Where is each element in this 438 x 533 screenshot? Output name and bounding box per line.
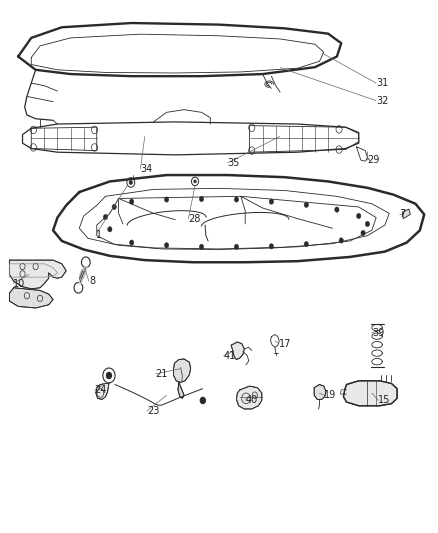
Circle shape bbox=[361, 230, 365, 236]
Polygon shape bbox=[173, 359, 191, 382]
Text: 35: 35 bbox=[228, 158, 240, 168]
Circle shape bbox=[269, 199, 274, 204]
Polygon shape bbox=[10, 288, 53, 308]
Circle shape bbox=[103, 214, 108, 220]
Polygon shape bbox=[96, 383, 109, 399]
Text: 31: 31 bbox=[376, 78, 389, 88]
Text: 39: 39 bbox=[372, 328, 384, 338]
Circle shape bbox=[269, 244, 274, 249]
Circle shape bbox=[194, 180, 196, 183]
Text: 8: 8 bbox=[89, 277, 95, 286]
Circle shape bbox=[199, 196, 204, 201]
Text: 24: 24 bbox=[95, 385, 107, 395]
Text: 41: 41 bbox=[223, 351, 236, 361]
Polygon shape bbox=[403, 209, 410, 219]
Circle shape bbox=[200, 397, 205, 403]
Text: 23: 23 bbox=[147, 406, 159, 416]
Circle shape bbox=[164, 197, 169, 202]
Text: 7: 7 bbox=[399, 209, 405, 220]
Text: 1: 1 bbox=[96, 230, 102, 240]
Polygon shape bbox=[231, 342, 244, 360]
Circle shape bbox=[339, 238, 343, 243]
Circle shape bbox=[199, 244, 204, 249]
Text: 19: 19 bbox=[324, 390, 336, 400]
Text: 10: 10 bbox=[13, 279, 25, 288]
Circle shape bbox=[335, 207, 339, 212]
Text: 15: 15 bbox=[378, 395, 391, 406]
Circle shape bbox=[365, 221, 370, 227]
Circle shape bbox=[129, 180, 133, 184]
Circle shape bbox=[130, 240, 134, 245]
Polygon shape bbox=[343, 381, 397, 406]
Polygon shape bbox=[237, 386, 262, 409]
Circle shape bbox=[130, 199, 134, 204]
Circle shape bbox=[112, 204, 117, 209]
Polygon shape bbox=[10, 260, 66, 289]
Circle shape bbox=[106, 372, 112, 378]
Circle shape bbox=[108, 227, 112, 232]
Text: 21: 21 bbox=[155, 369, 168, 379]
Circle shape bbox=[234, 197, 239, 202]
Polygon shape bbox=[314, 384, 326, 399]
Text: 32: 32 bbox=[376, 95, 389, 106]
Polygon shape bbox=[178, 382, 184, 398]
Circle shape bbox=[304, 202, 308, 207]
Circle shape bbox=[357, 213, 361, 219]
Text: 40: 40 bbox=[245, 395, 258, 406]
Circle shape bbox=[164, 243, 169, 248]
Text: 29: 29 bbox=[367, 155, 380, 165]
Text: 28: 28 bbox=[188, 214, 201, 224]
Text: 34: 34 bbox=[141, 164, 153, 174]
Text: 17: 17 bbox=[279, 338, 292, 349]
Circle shape bbox=[234, 244, 239, 249]
Circle shape bbox=[304, 241, 308, 247]
